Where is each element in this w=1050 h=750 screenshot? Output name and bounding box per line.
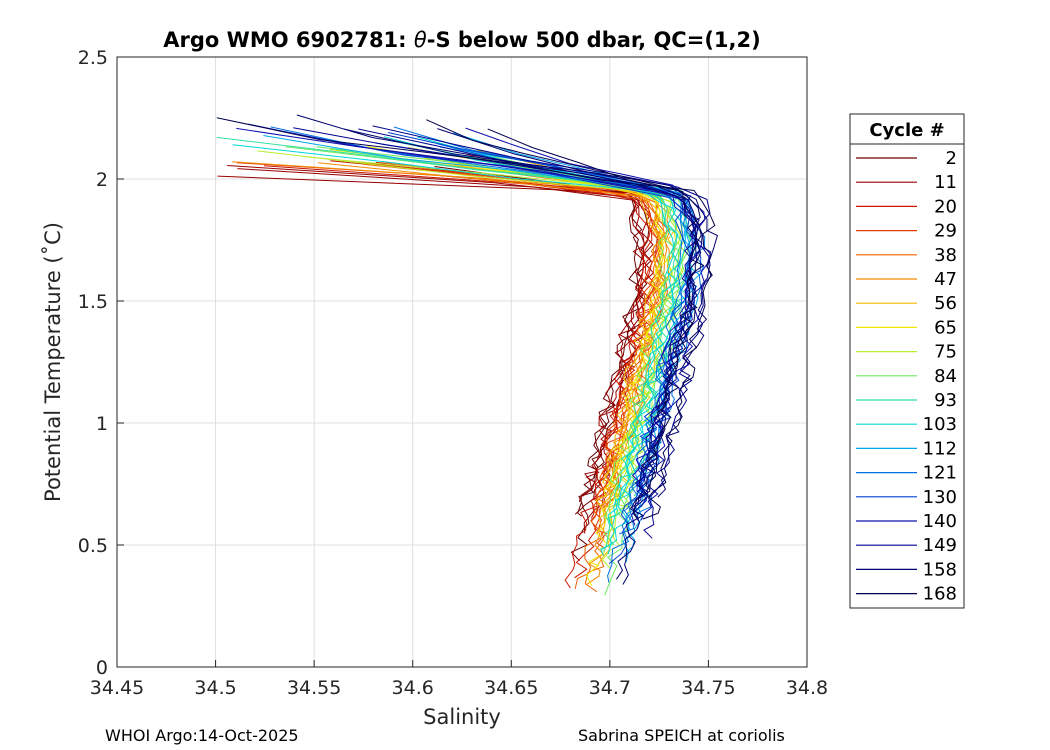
- profile-line-cycle-168: [426, 119, 705, 491]
- y-tick-label: 0.5: [78, 535, 108, 557]
- y-tick-label: 0: [96, 657, 108, 679]
- legend-label-cycle-84: 84: [934, 366, 957, 387]
- legend-label-cycle-20: 20: [934, 196, 957, 217]
- x-tick-label: 34.65: [484, 677, 538, 699]
- legend-label-cycle-65: 65: [934, 317, 957, 338]
- x-tick-label: 34.6: [392, 677, 434, 699]
- legend-label-cycle-75: 75: [934, 342, 957, 363]
- axis-ticks: 34.45 34.5 34.55 34.6 34.65 34.7 34.75 34.8 0 0.5…: [78, 47, 828, 699]
- legend-label-cycle-140: 140: [923, 511, 957, 532]
- profile-line-cycle-56: [407, 147, 663, 510]
- x-tick-label: 34.7: [589, 677, 631, 699]
- profile-line-cycle-158: [343, 128, 699, 580]
- x-tick-label: 34.8: [786, 677, 828, 699]
- axes-box: [116, 56, 808, 668]
- legend-label-cycle-121: 121: [923, 463, 957, 484]
- chart-title: Argo WMO 6902781: θ-S below 500 dbar, QC…: [163, 28, 760, 52]
- y-tick-label: 2: [96, 169, 108, 191]
- y-tick-label: 1: [96, 413, 108, 435]
- profile-line-cycle-38: [381, 161, 663, 590]
- y-tick-label: 1.5: [78, 291, 108, 313]
- plot-area: [117, 57, 807, 667]
- profile-line-cycle-20: [263, 165, 655, 519]
- y-tick-label: 2.5: [78, 47, 108, 69]
- legend-label-cycle-47: 47: [934, 269, 957, 290]
- legend-entries: 2 11 20 29 38 47 56 65 75 84 93 103 112 121 130 140 149 1…: [856, 148, 957, 605]
- profile-line-cycle-149: [293, 127, 701, 493]
- profile-line-cycle-65: [424, 157, 668, 587]
- legend-label-cycle-38: 38: [934, 245, 957, 266]
- legend-label-cycle-112: 112: [923, 438, 957, 459]
- x-axis-label: Salinity: [423, 705, 501, 729]
- profile-line-cycle-168: [487, 128, 702, 520]
- profile-line-cycle-149: [358, 128, 698, 506]
- profile-line-cycle-75: [257, 150, 684, 569]
- legend-label-cycle-149: 149: [923, 535, 957, 556]
- profile-line-cycle-11: [217, 175, 645, 503]
- x-tick-label: 34.5: [194, 677, 236, 699]
- profile-line-cycle-158: [296, 114, 718, 498]
- legend-label-cycle-168: 168: [923, 584, 957, 605]
- footer-left: WHOI Argo:14-Oct-2025: [105, 726, 299, 745]
- y-axis-label: Potential Temperature (˚C): [41, 222, 65, 502]
- profile-lines: [216, 114, 718, 596]
- legend-label-cycle-158: 158: [923, 559, 957, 580]
- x-tick-label: 34.45: [90, 677, 144, 699]
- profile-line-cycle-20: [330, 160, 659, 579]
- legend-label-cycle-93: 93: [934, 390, 957, 411]
- legend-label-cycle-56: 56: [934, 293, 957, 314]
- legend-label-cycle-2: 2: [946, 148, 957, 169]
- legend-label-cycle-11: 11: [934, 172, 957, 193]
- profile-line-cycle-168: [216, 117, 716, 520]
- profile-line-cycle-103: [417, 136, 687, 555]
- profile-line-cycle-121: [437, 143, 684, 583]
- legend: Cycle # 2 11 20 29 38 47 56 65 75 84 93 103 112 121 13…: [849, 113, 965, 609]
- footer-right: Sabrina SPEICH at coriolis: [578, 726, 785, 745]
- legend-title: Cycle #: [869, 120, 944, 141]
- profile-line-cycle-112: [263, 135, 694, 530]
- profile-line-cycle-103: [383, 136, 679, 556]
- x-tick-label: 34.55: [287, 677, 341, 699]
- legend-label-cycle-29: 29: [934, 221, 957, 242]
- legend-box: [849, 113, 965, 609]
- legend-label-cycle-130: 130: [923, 487, 957, 508]
- legend-label-cycle-103: 103: [923, 414, 957, 435]
- profile-line-cycle-11: [237, 168, 655, 534]
- profile-line-cycle-20: [375, 161, 653, 589]
- x-tick-label: 34.75: [681, 677, 735, 699]
- profile-line-cycle-29: [236, 162, 659, 534]
